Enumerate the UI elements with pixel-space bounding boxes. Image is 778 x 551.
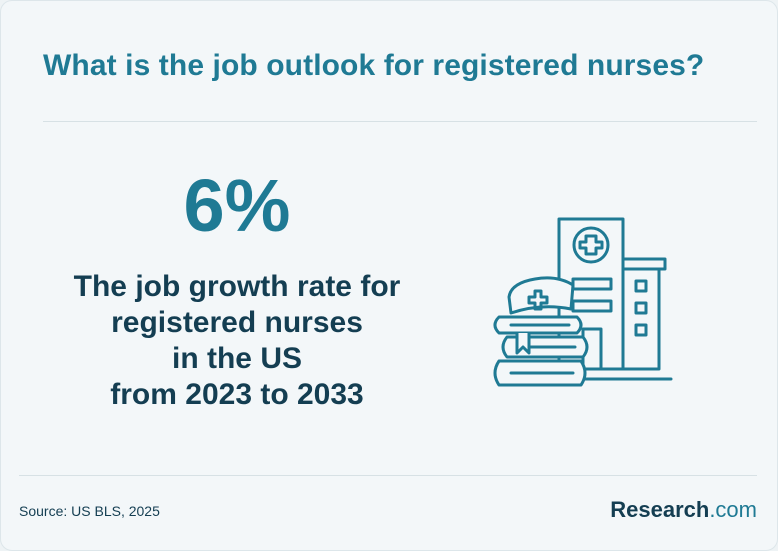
brand-name: Research bbox=[610, 497, 710, 522]
stat-description-line: The job growth rate for bbox=[73, 270, 401, 303]
stat-value: 6% bbox=[183, 164, 291, 247]
stat-description-line: registered nurses bbox=[111, 306, 363, 339]
brand-suffix: .com bbox=[709, 497, 757, 522]
hospital-nurse-books-icon bbox=[493, 217, 673, 387]
stat-description-line: from 2023 to 2033 bbox=[110, 378, 364, 411]
bottom-divider bbox=[19, 475, 757, 476]
page-title: What is the job outlook for registered n… bbox=[43, 49, 705, 82]
source-text: Source: US BLS, 2025 bbox=[19, 503, 160, 519]
top-divider bbox=[43, 121, 757, 122]
stat-description-line: in the US bbox=[171, 342, 302, 375]
stat-description: The job growth rate for registered nurse… bbox=[1, 269, 473, 413]
brand-logo: Research.com bbox=[610, 497, 757, 523]
